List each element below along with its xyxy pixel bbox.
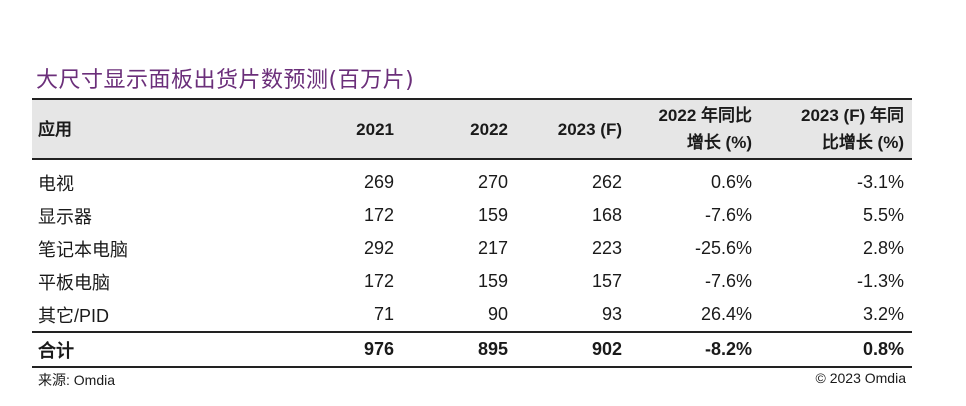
table-total-row: 合计 976 895 902 -8.2% 0.8% [32, 331, 912, 368]
cell-2022-yoy: 0.6% [710, 172, 752, 192]
total-2022-yoy: -8.2% [630, 331, 760, 368]
cell-2021: 172 [363, 205, 394, 225]
cell-2021: 71 [373, 304, 394, 324]
cell-2022-yoy: -25.6% [694, 238, 752, 258]
total-2021: 976 [312, 331, 402, 368]
table-row: 平板电脑 172 159 157 -7.6% -1.3% [32, 265, 912, 298]
header-2023f-yoy: 2023 (F) 年同 比增长 (%) [760, 98, 912, 160]
cell-2021: 269 [363, 172, 394, 192]
cell-2023f-yoy: -1.3% [856, 271, 904, 291]
table-header-row: 应用 2021 2022 2023 (F) 2022 年同比 增长 (%) 20… [32, 98, 912, 160]
table-row: 显示器 172 159 168 -7.6% 5.5% [32, 199, 912, 232]
cell-2022: 159 [477, 205, 508, 225]
cell-2022: 159 [477, 271, 508, 291]
total-2023f: 902 [516, 331, 630, 368]
cell-2023f-yoy: 5.5% [862, 205, 904, 225]
header-2023f: 2023 (F) [516, 98, 630, 160]
cell-2023f-yoy: -3.1% [856, 172, 904, 192]
row-label: 其它/PID [38, 305, 110, 326]
total-label: 合计 [32, 331, 312, 368]
source-note: 来源: Omdia [38, 372, 116, 388]
header-2022-yoy-line1: 2022 年同比 [658, 106, 752, 125]
cell-2022-yoy: 26.4% [700, 304, 752, 324]
cell-2023f: 262 [591, 172, 622, 192]
header-2022: 2022 [402, 98, 516, 160]
cell-2021: 292 [363, 238, 394, 258]
header-2022-yoy-line2: 增长 (%) [686, 133, 752, 152]
cell-2022-yoy: -7.6% [704, 205, 752, 225]
cell-2023f-yoy: 3.2% [862, 304, 904, 324]
total-2022: 895 [402, 331, 516, 368]
table-title: 大尺寸显示面板出货片数预测(百万片) [36, 68, 415, 93]
cell-2023f-yoy: 2.8% [862, 238, 904, 258]
shipment-forecast-table: 应用 2021 2022 2023 (F) 2022 年同比 增长 (%) 20… [32, 98, 912, 368]
cell-2023f: 93 [601, 304, 622, 324]
cell-2023f: 168 [591, 205, 622, 225]
total-2023f-yoy: 0.8% [760, 331, 912, 368]
header-2023f-yoy-line1: 2023 (F) 年同 [801, 106, 904, 125]
cell-2022-yoy: -7.6% [704, 271, 752, 291]
table-row: 笔记本电脑 292 217 223 -25.6% 2.8% [32, 232, 912, 265]
table-row: 电视 269 270 262 0.6% -3.1% [32, 159, 912, 199]
cell-2021: 172 [363, 271, 394, 291]
table-row: 其它/PID 71 90 93 26.4% 3.2% [32, 298, 912, 332]
cell-2022: 217 [477, 238, 508, 258]
cell-2023f: 223 [591, 238, 622, 258]
cell-2023f: 157 [591, 271, 622, 291]
header-application: 应用 [32, 98, 312, 160]
header-2023f-yoy-line2: 比增长 (%) [821, 133, 904, 152]
header-2022-yoy: 2022 年同比 增长 (%) [630, 98, 760, 160]
cell-2022: 90 [487, 304, 508, 324]
header-2021: 2021 [312, 98, 402, 160]
copyright-note: © 2023 Omdia [815, 370, 906, 386]
row-label: 平板电脑 [38, 272, 110, 293]
cell-2022: 270 [477, 172, 508, 192]
row-label: 显示器 [38, 206, 92, 227]
row-label: 电视 [38, 173, 74, 194]
row-label: 笔记本电脑 [38, 239, 128, 260]
